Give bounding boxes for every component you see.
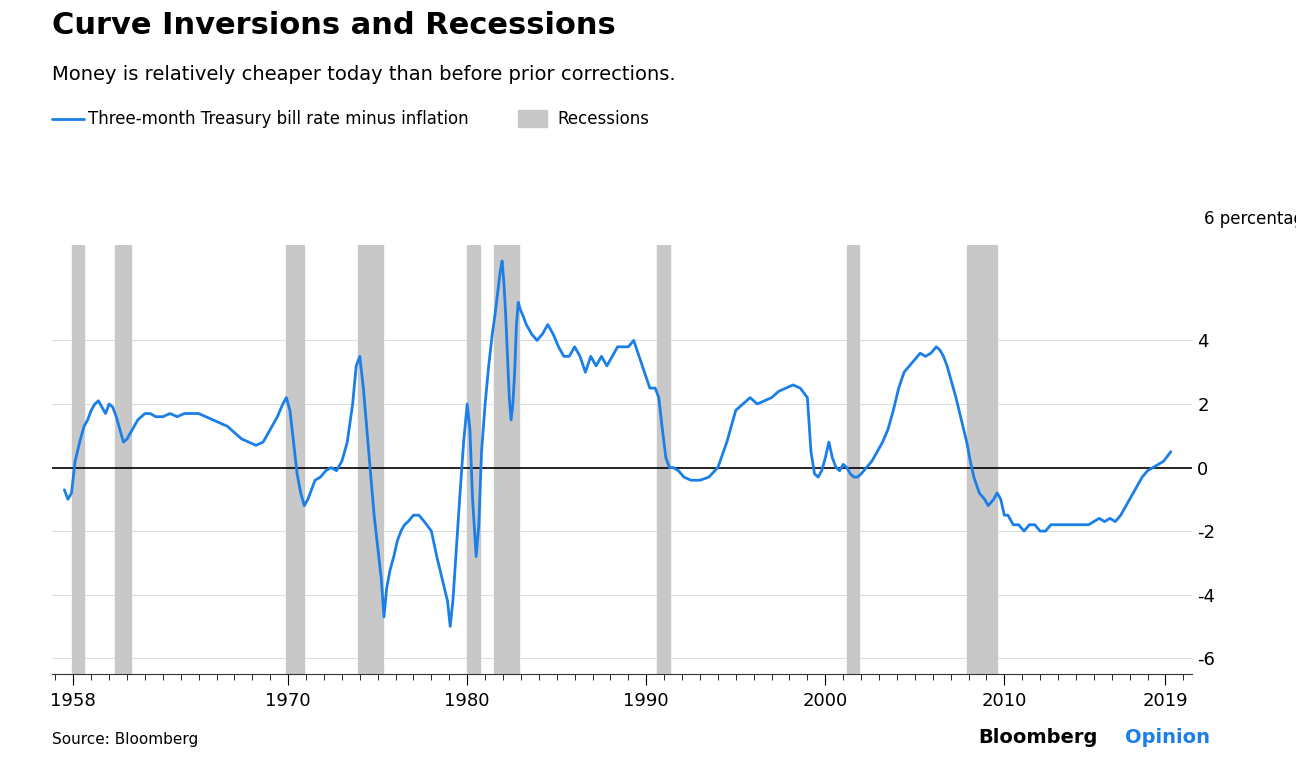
Text: Curve Inversions and Recessions: Curve Inversions and Recessions [52,11,616,41]
Text: Money is relatively cheaper today than before prior corrections.: Money is relatively cheaper today than b… [52,65,675,84]
Bar [358,245,384,674]
Text: Recessions: Recessions [557,110,649,128]
Bar [494,245,520,674]
Bar [286,245,305,674]
Bar [71,245,84,674]
Bar [967,245,997,674]
Text: 6 percentage points: 6 percentage points [1204,210,1296,228]
Text: Opinion: Opinion [1125,728,1210,747]
Text: Bloomberg: Bloomberg [978,728,1098,747]
Text: Three-month Treasury bill rate minus inflation: Three-month Treasury bill rate minus inf… [88,110,469,128]
Text: Source: Bloomberg: Source: Bloomberg [52,732,198,747]
Bar [846,245,859,674]
Bar [468,245,480,674]
Bar [114,245,131,674]
Bar [657,245,670,674]
